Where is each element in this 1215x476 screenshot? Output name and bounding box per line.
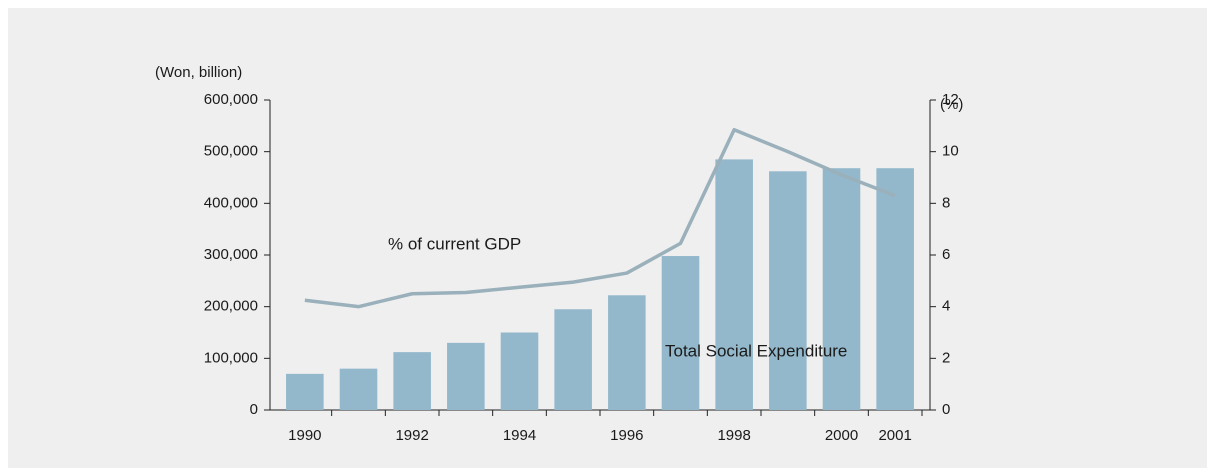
y-axis-label: (Won, billion) [155, 64, 242, 81]
y2-tick-label: 10 [942, 143, 959, 160]
bar [500, 332, 539, 410]
y-tick-label: 0 [250, 401, 258, 418]
x-tick-label: 2000 [825, 427, 858, 444]
bar [286, 373, 324, 410]
y2-tick-label: 4 [942, 298, 950, 315]
bar [447, 342, 485, 410]
y2-axis-label: (%) [940, 96, 963, 113]
y-tick-label: 500,000 [204, 143, 258, 160]
y2-tick-label: 8 [942, 194, 950, 211]
bar [661, 256, 700, 410]
y-tick-label: 600,000 [204, 91, 258, 108]
bar [876, 168, 914, 410]
x-tick-label: 2001 [878, 427, 911, 444]
line [304, 127, 896, 309]
y2-tick-label: 2 [942, 349, 950, 366]
y2-tick-label: 0 [942, 401, 950, 418]
bar [393, 352, 431, 410]
x-tick-label: 1998 [717, 427, 750, 444]
bar [608, 295, 646, 410]
y-tick-label: 400,000 [204, 194, 258, 211]
bar [715, 159, 753, 410]
series-label: Total Social Expenditure [665, 341, 847, 360]
y-tick-label: 100,000 [204, 349, 258, 366]
bar [769, 171, 807, 410]
y2-tick-label: 6 [942, 246, 950, 263]
x-tick-label: 1996 [610, 427, 643, 444]
chart-background [8, 8, 1207, 468]
y-tick-label: 200,000 [204, 298, 258, 315]
x-tick-label: 1994 [503, 427, 536, 444]
y-tick-label: 300,000 [204, 246, 258, 263]
series-label: % of current GDP [388, 234, 521, 253]
y2-tick-label: 12 [942, 91, 959, 108]
x-tick-label: 1990 [288, 427, 321, 444]
bar [339, 368, 378, 410]
bar [554, 309, 592, 410]
bar [822, 168, 861, 410]
x-tick-label: 1992 [395, 427, 428, 444]
